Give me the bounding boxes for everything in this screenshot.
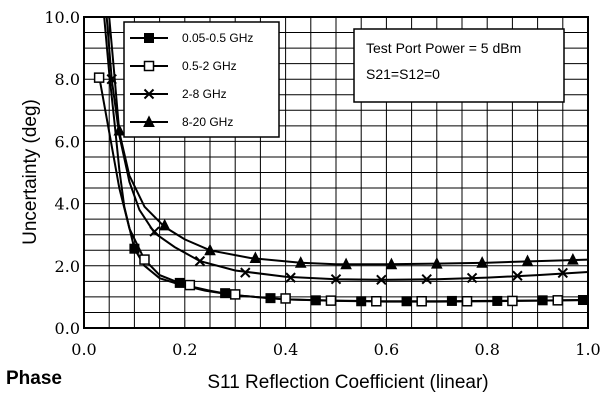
data-point xyxy=(139,254,150,265)
x-tick-label: 1.0 xyxy=(575,340,600,359)
y-tick-label: 4.0 xyxy=(55,195,80,214)
data-point xyxy=(325,295,337,306)
legend-marker xyxy=(143,115,155,127)
data-point xyxy=(240,267,251,278)
legend-label: 2-8 GHz xyxy=(182,87,227,101)
legend-marker xyxy=(144,33,154,43)
y-tick-label: 8.0 xyxy=(55,70,80,89)
data-point xyxy=(229,289,241,300)
annotation-line: S21=S12=0 xyxy=(366,66,440,82)
plot-frame xyxy=(83,16,589,329)
y-tick-label: 10.0 xyxy=(44,8,80,27)
data-point xyxy=(113,123,126,136)
data-point xyxy=(466,272,478,284)
series-0-5-2-ghz xyxy=(93,72,588,307)
x-tick-label: 0.4 xyxy=(273,340,298,359)
y-tick-label: 0.0 xyxy=(55,319,80,338)
legend-marker xyxy=(143,88,155,100)
data-point xyxy=(184,279,196,291)
data-point xyxy=(294,256,307,268)
data-point xyxy=(149,226,160,237)
x-axis-title: S11 Reflection Coefficient (linear) xyxy=(207,372,488,393)
data-point xyxy=(507,295,518,307)
legend-label: 0.5-2 GHz xyxy=(182,59,237,73)
data-point xyxy=(204,243,216,256)
annotation: Test Port Power = 5 dBm S21=S12=0 xyxy=(353,28,565,103)
y-tick-label: 6.0 xyxy=(55,132,80,151)
data-point xyxy=(552,295,564,306)
x-tick-label: 0.8 xyxy=(474,340,499,359)
data-point xyxy=(280,293,291,304)
series-line xyxy=(108,17,588,266)
data-point xyxy=(93,72,105,83)
data-point xyxy=(557,267,569,279)
data-point xyxy=(340,257,352,270)
data-point xyxy=(330,273,342,285)
series-8-20-ghz xyxy=(108,17,588,270)
data-point xyxy=(416,296,427,307)
series-2-8-ghz xyxy=(105,17,588,286)
x-tick-label: 0.2 xyxy=(172,340,197,359)
data-point xyxy=(567,252,579,265)
y-axis-title: Uncertainty (deg) xyxy=(20,99,41,245)
legend-label: 0.05-0.5 GHz xyxy=(182,31,253,45)
x-tick-label: 0.0 xyxy=(71,340,96,359)
data-point xyxy=(461,296,473,307)
data-point xyxy=(476,256,488,268)
series-line xyxy=(105,17,588,281)
caption: Phase xyxy=(6,368,62,389)
data-point xyxy=(158,218,171,231)
data-point xyxy=(371,296,382,307)
legend-label: 8-20 GHz xyxy=(182,115,233,129)
data-point xyxy=(385,257,398,270)
data-point xyxy=(512,270,523,281)
data-point xyxy=(430,257,443,269)
data-point xyxy=(421,273,432,285)
legend-marker xyxy=(143,60,155,72)
annotation-line: Test Port Power = 5 dBm xyxy=(366,40,521,56)
annotation-box xyxy=(353,28,565,103)
data-point xyxy=(376,274,387,286)
data-point xyxy=(194,255,206,267)
legend: 0.05-0.5 GHz 0.5-2 GHz 2-8 GHz 8-20 GHz xyxy=(123,21,280,138)
data-point xyxy=(249,251,262,264)
x-tick-label: 0.6 xyxy=(374,340,399,359)
data-point xyxy=(521,254,534,267)
data-point xyxy=(285,272,296,283)
y-tick-label: 2.0 xyxy=(55,257,80,276)
